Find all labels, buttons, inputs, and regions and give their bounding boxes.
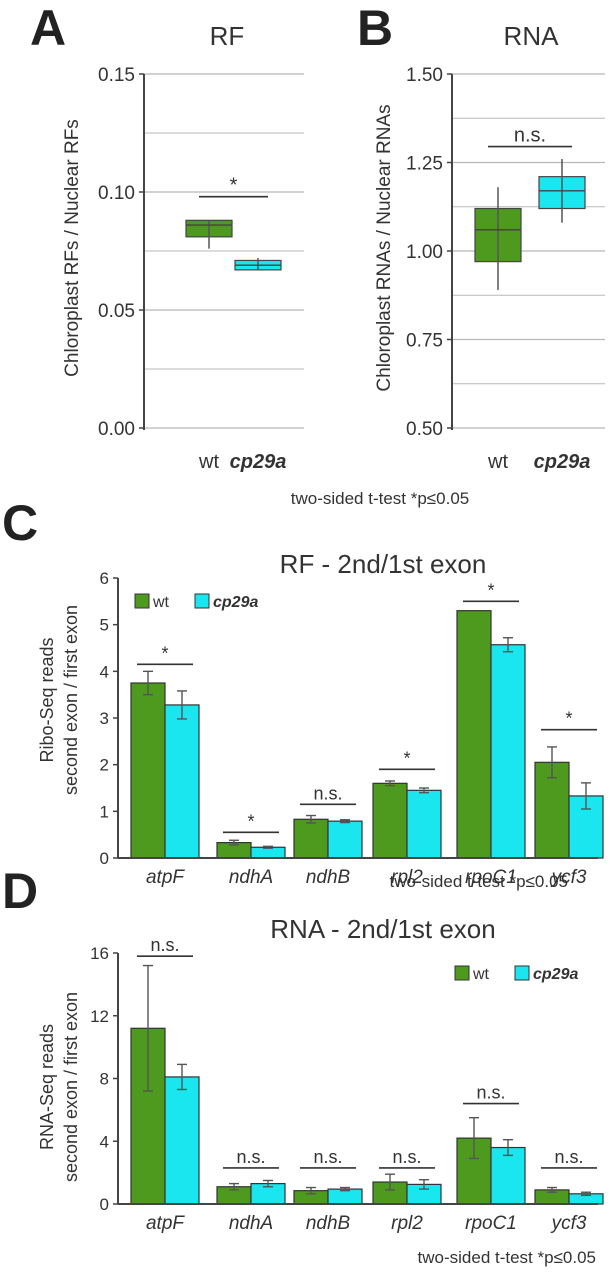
panel-c-significance-label-rpl2: * xyxy=(403,748,410,768)
panel-d-significance-label-rpl2: n.s. xyxy=(392,1147,421,1167)
panel-b-category-label: wt xyxy=(487,451,508,473)
panel-c-bar-cp29a-atpF xyxy=(164,704,200,859)
panel-a-ytick-label: 0.10 xyxy=(98,183,135,204)
panel-d-ytick-label: 8 xyxy=(100,1070,109,1089)
panel-c-significance-label-atpF: * xyxy=(161,643,168,663)
panel-b-title: RNA xyxy=(504,21,560,51)
panel-c-ylabel-line2: second exon / first exon xyxy=(61,605,81,795)
panel-c-title: RF - 2nd/1st exon xyxy=(280,549,487,579)
panel-b-significance-label: n.s. xyxy=(514,125,546,147)
panel-ab-test-note: two-sided t-test *p≤0.05 xyxy=(291,489,469,508)
panel-c-legend-swatch-cp29a xyxy=(194,593,210,609)
panel-a-significance-label: * xyxy=(230,175,238,197)
panel-c-category-label-ndhB: ndhB xyxy=(306,867,351,888)
panel-d-ytick-label: 16 xyxy=(90,944,109,963)
panel-c-legend-swatch-wt xyxy=(134,593,150,609)
panel-letter-d: D xyxy=(2,863,38,919)
panel-d-legend-swatch-cp29a xyxy=(514,965,530,981)
panel-d-significance-label-atpF: n.s. xyxy=(150,935,179,955)
panel-d-significance-label-ndhB: n.s. xyxy=(313,1147,342,1167)
panel-c-bar-cp29a-rpl2 xyxy=(406,789,442,859)
panel-d-significance-label-ndhA: n.s. xyxy=(236,1147,265,1167)
panel-d-legend-label-cp29a: cp29a xyxy=(533,966,578,983)
panel-c-category-label-rpl2: rpl2 xyxy=(391,867,423,888)
panel-d-legend-label-wt: wt xyxy=(472,966,490,983)
panel-c-ytick-label: 6 xyxy=(100,569,109,588)
panel-d-bar-cp29a-rpoC1 xyxy=(490,1146,526,1205)
panel-c-ylabel-line1: Ribo-Seq reads xyxy=(37,637,57,762)
panel-c-significance-label-rpoC1: * xyxy=(487,580,494,600)
panel-d-ytick-label: 0 xyxy=(100,1195,109,1214)
panel-a-ytick-label: 0.15 xyxy=(98,65,135,86)
panel-c-bar-wt-ndhB xyxy=(293,818,329,859)
panel-d-category-label-atpF: atpF xyxy=(146,1213,185,1234)
panel-d-category-label-rpl2: rpl2 xyxy=(391,1213,423,1234)
panel-b-ytick-label: 1.50 xyxy=(406,65,443,86)
panel-d-ylabel-line1: RNA-Seq reads xyxy=(37,1024,57,1150)
panel-b-ytick-label: 0.50 xyxy=(406,419,443,440)
panel-letter-b: B xyxy=(357,0,393,56)
panel-c-category-label-atpF: atpF xyxy=(146,867,185,888)
panel-a-title: RF xyxy=(210,21,245,51)
panel-b-category-label: cp29a xyxy=(534,451,591,473)
panel-c-legend-label-cp29a: cp29a xyxy=(213,594,258,611)
panel-d-category-label-rpoC1: rpoC1 xyxy=(465,1213,517,1234)
panel-c-ytick-label: 2 xyxy=(100,756,109,775)
panel-a-ytick-label: 0.00 xyxy=(98,419,135,440)
panel-b-ytick-label: 1.00 xyxy=(406,242,443,263)
panel-d-significance-label-rpoC1: n.s. xyxy=(476,1083,505,1103)
panel-a-category-label: wt xyxy=(198,451,219,473)
panel-c-ytick-label: 5 xyxy=(100,616,109,635)
panel-a-ytick-label: 0.05 xyxy=(98,301,135,322)
panel-c-bar-wt-rpoC1 xyxy=(456,610,492,859)
panel-c-bar-wt-rpl2 xyxy=(372,782,408,859)
panel-b-ylabel: Chloroplast RNAs / Nuclear RNAs xyxy=(374,104,395,391)
panel-c-significance-label-ycf3: * xyxy=(565,709,572,729)
panel-c-test-note: two-sided t-test *p≤0.05 xyxy=(390,872,568,891)
panel-c-bar-wt-atpF xyxy=(130,682,166,859)
panel-c-category-label-rpoC1: rpoC1 xyxy=(465,867,517,888)
panel-c-significance-label-ndhB: n.s. xyxy=(313,783,342,803)
panel-d-significance-label-ycf3: n.s. xyxy=(554,1147,583,1167)
panel-d-bar-cp29a-atpF xyxy=(164,1076,200,1205)
panel-a-category-label: cp29a xyxy=(230,451,287,473)
panel-c-ytick-label: 4 xyxy=(100,662,109,681)
panel-d-category-label-ycf3: ycf3 xyxy=(550,1213,587,1234)
panel-d-ytick-label: 4 xyxy=(100,1132,109,1151)
panel-c-category-label-ycf3: ycf3 xyxy=(550,867,587,888)
panel-d-ylabel-line2: second exon / first exon xyxy=(61,992,81,1182)
panel-d-ytick-label: 12 xyxy=(90,1007,109,1026)
panel-letter-c: C xyxy=(2,495,38,551)
panel-c-ytick-label: 1 xyxy=(100,802,109,821)
panel-a-ylabel: Chloroplast RFs / Nuclear RFs xyxy=(62,119,83,377)
panel-c-bar-cp29a-ndhB xyxy=(327,820,363,859)
panel-d-title: RNA - 2nd/1st exon xyxy=(270,914,495,944)
panel-c-category-label-ndhA: ndhA xyxy=(229,867,273,888)
panel-c-bar-cp29a-rpoC1 xyxy=(490,644,526,859)
panel-d-category-label-ndhA: ndhA xyxy=(229,1213,273,1234)
panel-letter-a: A xyxy=(30,0,66,56)
panel-d-category-label-ndhB: ndhB xyxy=(306,1213,351,1234)
panel-d-legend-swatch-wt xyxy=(454,965,470,981)
panel-b-ytick-label: 1.25 xyxy=(406,154,443,175)
panel-b-ytick-label: 0.75 xyxy=(406,331,443,352)
panel-c-ytick-label: 0 xyxy=(100,849,109,868)
panel-c-ytick-label: 3 xyxy=(100,709,109,728)
panel-d-test-note: two-sided t-test *p≤0.05 xyxy=(418,1248,596,1267)
panel-c-legend-label-wt: wt xyxy=(152,594,170,611)
panel-c-significance-label-ndhA: * xyxy=(247,811,254,831)
